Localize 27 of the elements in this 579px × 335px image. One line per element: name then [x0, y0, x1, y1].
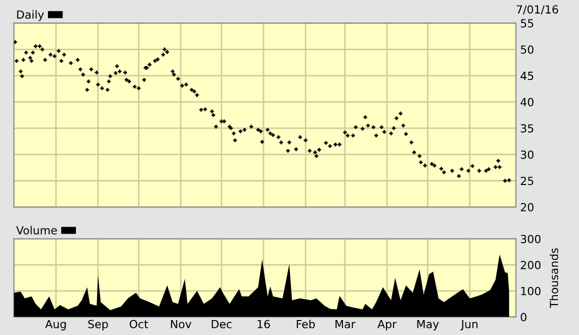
y-tick-label: 100	[521, 286, 541, 296]
legend-label: Daily	[17, 10, 44, 21]
y-tick-label: 200	[520, 260, 541, 270]
y-tick-label: 50	[520, 45, 534, 54]
x-tick-label: Mar	[336, 320, 356, 328]
y-tick-label: 20	[520, 203, 534, 212]
x-tick-label: Dec	[212, 320, 232, 328]
text: 7/01/16	[516, 5, 558, 14]
x-tick-label: Apr	[377, 320, 397, 330]
x-tick-label: Nov	[171, 320, 192, 328]
x-tick-label: Oct	[130, 320, 148, 328]
y-tick-label: 55	[520, 19, 534, 28]
legend-label: Volume	[16, 226, 57, 234]
y-tick-label: 25	[520, 176, 534, 186]
y-tick-label: 45	[520, 72, 534, 80]
y-tick-label: 35	[520, 124, 534, 133]
x-tick-label: 16	[258, 320, 270, 328]
x-tick-label: Jun	[460, 320, 478, 330]
y-tick-label: 40	[520, 98, 534, 106]
x-tick-label: Aug	[45, 320, 66, 330]
y-tick-label: 300	[520, 234, 541, 244]
x-tick-label: May	[417, 320, 439, 330]
x-tick-label: Feb	[296, 320, 315, 328]
x-tick-label: Sep	[88, 320, 108, 330]
y-tick-label: 0	[520, 312, 526, 322]
y2-axis-title: Thousands	[550, 248, 558, 308]
y-tick-label: 30	[520, 150, 534, 159]
